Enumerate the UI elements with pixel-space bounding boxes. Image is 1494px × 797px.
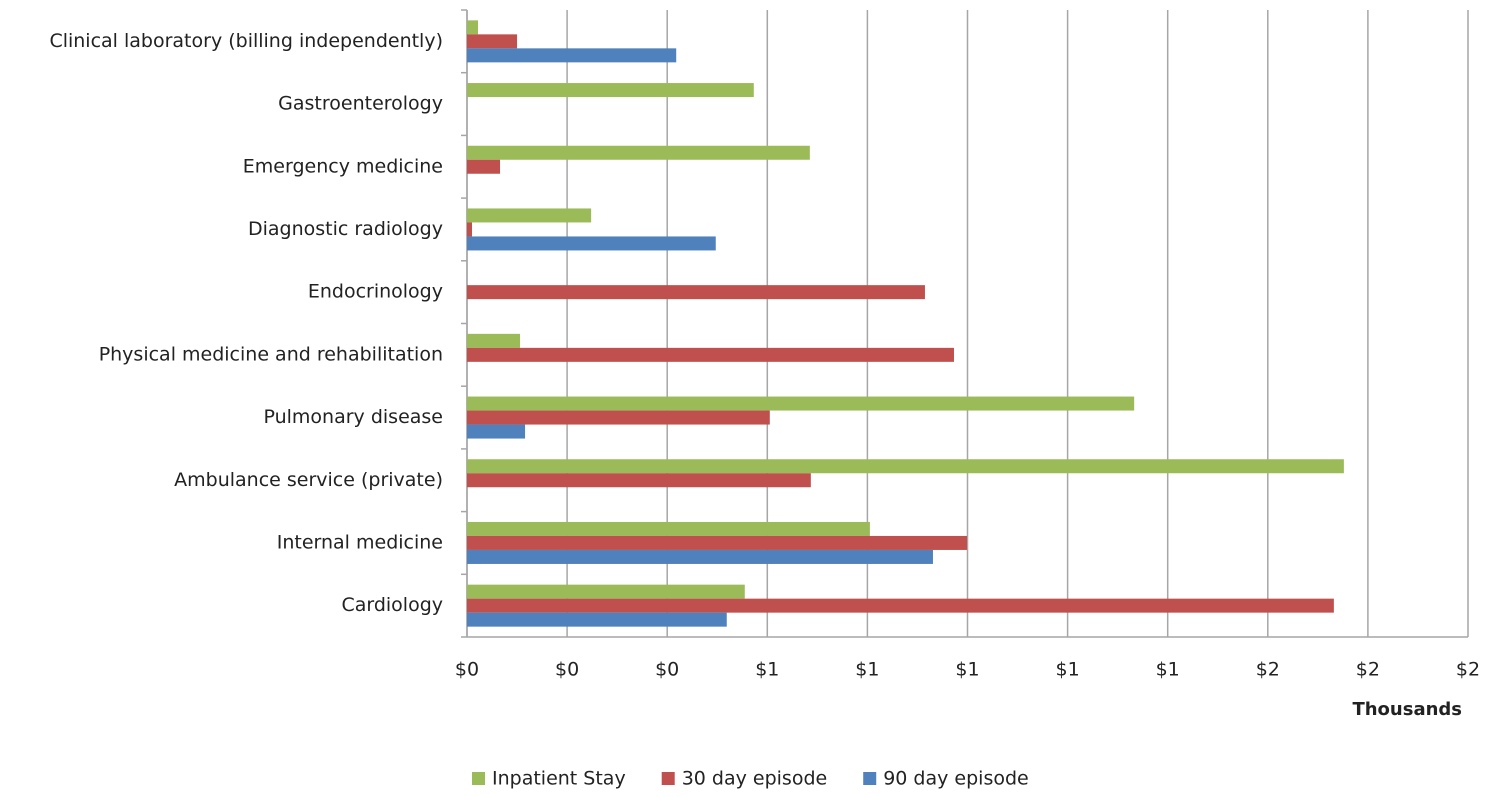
bar: [467, 535, 967, 550]
x-tick-label: $0: [655, 659, 679, 681]
bar: [467, 333, 521, 348]
x-tick-label: $0: [555, 659, 579, 681]
x-tick-label: $1: [1156, 659, 1180, 681]
bar: [467, 612, 727, 627]
y-tick-label: Cardiology: [341, 594, 443, 616]
legend-label: 30 day episode: [682, 768, 828, 790]
y-tick-label: Gastroenterology: [278, 93, 443, 115]
bar: [467, 424, 526, 439]
bar: [467, 584, 745, 599]
legend-label: Inpatient Stay: [492, 768, 626, 790]
x-tick-label: $1: [755, 659, 779, 681]
legend-swatch: [863, 772, 877, 785]
bar: [467, 598, 1334, 613]
bar: [467, 549, 933, 564]
x-tick-label: $1: [1056, 659, 1080, 681]
bar: [467, 208, 592, 223]
bar: [467, 396, 1135, 411]
x-axis-label: Thousands: [1352, 699, 1462, 720]
bar: [467, 236, 716, 251]
bar: [467, 20, 479, 35]
legend-swatch: [472, 772, 485, 785]
bar: [467, 521, 870, 536]
y-tick-label: Diagnostic radiology: [248, 218, 443, 240]
bar: [467, 410, 770, 425]
x-tick-label: $1: [855, 659, 879, 681]
x-tick-label: $2: [1256, 659, 1280, 681]
bar: [467, 222, 473, 237]
y-tick-label: Internal medicine: [277, 531, 443, 553]
x-tick-label: $0: [455, 659, 479, 681]
bar: [467, 145, 810, 160]
y-tick-label: Clinical laboratory (billing independent…: [49, 30, 443, 52]
bar: [467, 34, 518, 49]
bar: [467, 459, 1344, 474]
x-tick-label: $2: [1356, 659, 1380, 681]
y-tick-label: Ambulance service (private): [174, 469, 443, 491]
legend-swatch: [661, 772, 675, 785]
bar: [467, 347, 954, 362]
x-tick-label: $1: [955, 659, 979, 681]
legend-label: 90 day episode: [883, 768, 1029, 790]
bar: [467, 473, 811, 488]
y-tick-label: Physical medicine and rehabilitation: [99, 343, 443, 365]
x-tick-label: $2: [1456, 659, 1480, 681]
y-tick-label: Pulmonary disease: [263, 406, 443, 428]
y-tick-label: Emergency medicine: [243, 155, 443, 177]
bar: [467, 48, 677, 63]
bar: [467, 83, 754, 98]
bar: [467, 285, 925, 300]
bar: [467, 159, 501, 174]
y-tick-label: Endocrinology: [308, 281, 443, 303]
